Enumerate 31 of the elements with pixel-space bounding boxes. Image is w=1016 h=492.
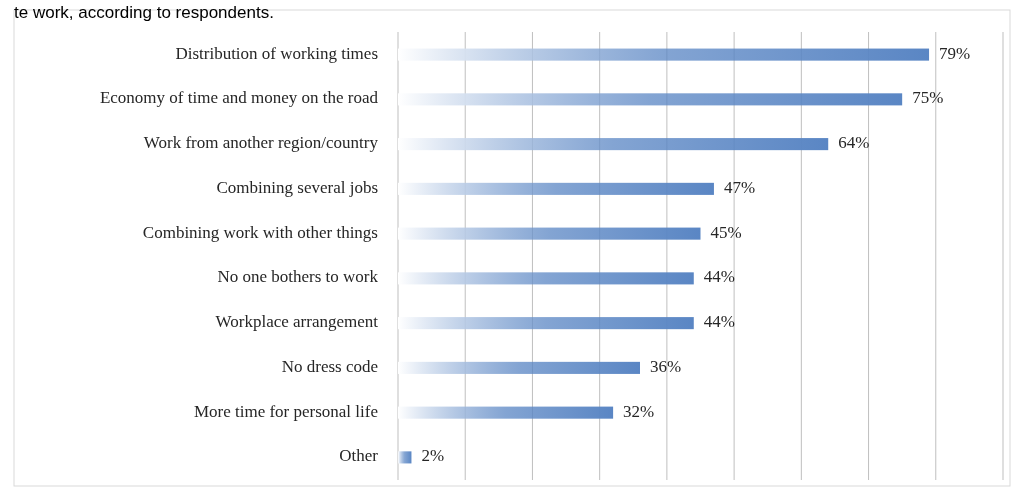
y-tick-label: Work from another region/country (143, 133, 379, 153)
bar (398, 227, 701, 240)
data-label: 44% (703, 312, 735, 332)
y-tick-label: Workplace arrangement (215, 312, 379, 332)
y-tick-label: Combining several jobs (216, 177, 378, 197)
bar (398, 317, 694, 330)
data-label: 75% (912, 88, 944, 108)
data-label: 79% (939, 43, 971, 63)
bar (398, 406, 614, 419)
y-tick-label: Combining work with other things (142, 222, 378, 242)
bar (398, 451, 412, 464)
data-label: 45% (710, 222, 742, 242)
y-tick-label: No one bothers to work (217, 267, 379, 287)
data-label: 36% (650, 356, 682, 376)
bar (398, 48, 930, 61)
data-label: 47% (723, 177, 756, 197)
bar (398, 361, 640, 374)
y-tick-label: Other (339, 446, 379, 466)
bar (398, 93, 903, 106)
text: te work, according to respondents. (14, 3, 274, 22)
data-label: 44% (703, 267, 735, 287)
y-tick-label: No dress code (281, 356, 378, 376)
data-label: 64% (838, 133, 870, 153)
bar (398, 272, 694, 285)
bar (398, 138, 829, 151)
y-tick-label: More time for personal life (193, 401, 378, 421)
data-label: 2% (421, 446, 445, 466)
bar (398, 182, 714, 195)
data-label: 32% (623, 401, 655, 421)
y-tick-label: Economy of time and money on the road (99, 88, 379, 108)
y-tick-label: Distribution of working times (175, 43, 378, 63)
